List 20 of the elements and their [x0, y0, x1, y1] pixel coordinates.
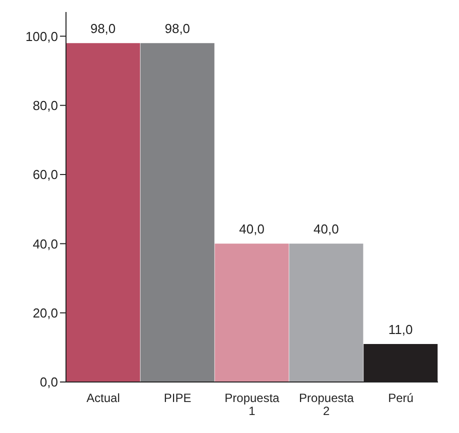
- x-tick-label: Perú: [388, 391, 414, 405]
- y-tick-label: 40,0: [32, 236, 58, 252]
- y-tick-label: 100,0: [25, 28, 58, 44]
- bar: [289, 244, 364, 382]
- data-label: 40,0: [314, 222, 339, 237]
- x-tick-label: Propuesta 2: [299, 391, 354, 418]
- bar: [214, 244, 289, 382]
- data-label: 98,0: [90, 21, 116, 36]
- y-tick-label: 80,0: [32, 98, 58, 113]
- bar: [66, 43, 140, 382]
- data-label: 98,0: [164, 21, 190, 36]
- data-label: 40,0: [239, 222, 264, 237]
- x-tick-label: PIPE: [164, 391, 192, 405]
- data-label: 11,0: [388, 322, 413, 337]
- y-tick-label: 0,0: [40, 374, 58, 390]
- bar: [140, 43, 214, 382]
- y-tick-label: 60,0: [32, 167, 58, 182]
- x-tick-label: Actual: [86, 391, 120, 405]
- y-tick-label: 20,0: [32, 305, 58, 320]
- x-tick-label: Propuesta 1: [224, 391, 280, 418]
